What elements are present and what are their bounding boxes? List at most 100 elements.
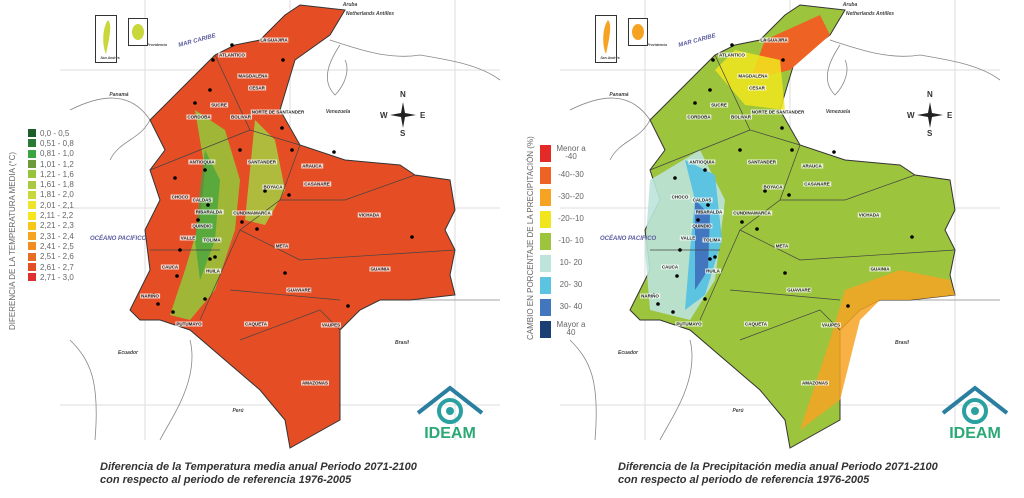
legend-item: -40--30 — [540, 164, 587, 186]
inset-providencia — [628, 18, 648, 46]
city-marker — [703, 168, 707, 172]
neighbor-border — [69, 339, 97, 441]
department-label: SANTANDER — [747, 159, 777, 165]
temperature-map-panel: ATLANTICO MAGDALENA LA GUAJIRA CESAR SUCRE CO… — [8, 0, 501, 486]
legend-item: Mayor a 40 — [540, 318, 587, 340]
legend-label: 0,81 - 1,0 — [40, 149, 74, 159]
legend-item: 2,11 - 2,2 — [28, 210, 74, 220]
compass-s: S — [927, 129, 933, 138]
legend-label: 1,81 - 2,0 — [40, 190, 74, 200]
city-marker — [790, 148, 794, 152]
city-marker — [203, 297, 207, 301]
colombia-outline — [129, 4, 456, 449]
city-marker — [230, 43, 234, 47]
city-marker — [671, 310, 675, 314]
country-label: Ecuador — [617, 350, 639, 356]
city-marker — [730, 43, 734, 47]
compass-rose-icon: N S W E — [380, 90, 425, 138]
legend-item: 1,61 - 1,8 — [28, 179, 74, 189]
inset-san-andres — [595, 15, 617, 63]
department-label: CASANARE — [303, 181, 331, 187]
legend-label: 2,51 - 2,6 — [40, 252, 74, 262]
legend-swatch — [28, 190, 36, 199]
island-label: Providencia — [647, 43, 667, 47]
caption-line-1: Diferencia de la Precipitación media anu… — [618, 461, 938, 473]
department-label: META — [774, 243, 790, 249]
city-marker — [175, 274, 179, 278]
city-marker — [281, 58, 285, 62]
country-label: Netherlands Antilles — [345, 11, 395, 17]
country-label: Perú — [232, 408, 244, 414]
department-label: CALDAS — [691, 197, 713, 203]
legend-item: 0,81 - 1,0 — [28, 149, 74, 159]
city-marker — [696, 218, 700, 222]
city-marker — [208, 88, 212, 92]
legend-label: 2,21 - 2,3 — [40, 221, 74, 231]
neighbor-border — [329, 39, 501, 81]
department-label: CALDAS — [191, 197, 213, 203]
department-label: HUILA — [705, 268, 721, 274]
department-label: CESAR — [248, 85, 266, 91]
caption-line-2: con respecto al periodo de referencia 19… — [100, 474, 352, 486]
department-label: CESAR — [748, 85, 766, 91]
department-label: ATLANTICO — [218, 52, 246, 58]
ideam-logo: IDEAM — [935, 383, 1015, 443]
compass-e: E — [947, 111, 953, 120]
department-label: LA GUAJIRA — [259, 37, 289, 43]
compass-n: N — [927, 90, 933, 99]
city-marker — [787, 193, 791, 197]
legend-swatch — [28, 242, 36, 251]
precipitation-map-panel: ATLANTICO MAGDALENA LA GUAJIRA CESAR SUCRE CO… — [500, 0, 1012, 498]
country-label: Ecuador — [117, 350, 139, 356]
legend-item: 2,31 - 2,4 — [28, 231, 74, 241]
department-label: AMAZONAS — [301, 380, 329, 386]
department-border — [729, 289, 841, 301]
legend-item: 2,71 - 3,0 — [28, 272, 74, 282]
city-marker — [263, 189, 267, 193]
country-label: Perú — [732, 408, 744, 414]
neighbor-border — [569, 339, 597, 441]
department-label: SUCRE — [210, 102, 228, 108]
sea-label-pacific: OCÉANO PACIFICO — [90, 236, 147, 242]
legend-item: -30--20 — [540, 186, 587, 208]
city-marker — [283, 271, 287, 275]
legend-item: 1,21 - 1,6 — [28, 169, 74, 179]
country-label: Panamá — [109, 92, 129, 98]
compass-w: W — [380, 111, 388, 120]
city-marker — [255, 227, 259, 231]
department-label: QUINDIO — [191, 223, 213, 229]
legend-item: 1,81 - 2,0 — [28, 190, 74, 200]
department-label: GUAINIA — [369, 266, 391, 272]
inset-san-andres — [95, 15, 117, 63]
legend-label: -10- 10 — [558, 236, 584, 245]
country-label: Brasil — [395, 340, 409, 346]
city-marker — [193, 101, 197, 105]
city-marker — [410, 235, 414, 239]
department-label: TOLIMA — [702, 237, 722, 243]
legend-item: -20--10 — [540, 208, 587, 230]
legend-item: 1,01 - 1,2 — [28, 159, 74, 169]
legend-swatch — [540, 298, 551, 316]
legend-swatch — [28, 139, 36, 148]
department-label: MAGDALENA — [237, 73, 269, 79]
legend-item: 30- 40 — [540, 296, 587, 318]
caption-line-1: Diferencia de la Temperatura media anual… — [100, 461, 417, 473]
department-label: BOYACA — [262, 184, 284, 190]
city-marker — [290, 148, 294, 152]
legend-label: 0,0 - 0,5 — [40, 128, 70, 138]
department-label: CORDOBA — [686, 114, 712, 120]
city-marker — [673, 176, 677, 180]
legend-label: 2,01 - 2,1 — [40, 200, 74, 210]
ideam-logo-text: IDEAM — [949, 425, 1001, 442]
sea-label-pacific: OCÉANO PACIFICO — [600, 236, 657, 242]
country-label: Brasil — [895, 340, 909, 346]
island-label: San Andrés — [100, 56, 120, 60]
department-label: CAQUETA — [744, 321, 768, 327]
city-marker — [287, 193, 291, 197]
legend-item: Menor a -40 — [540, 142, 587, 164]
drying-zone — [800, 270, 955, 430]
city-marker — [783, 271, 787, 275]
compass-n: N — [400, 90, 406, 99]
legend-item: 2,61 - 2,7 — [28, 262, 74, 272]
andes-warming-zone — [245, 120, 285, 225]
